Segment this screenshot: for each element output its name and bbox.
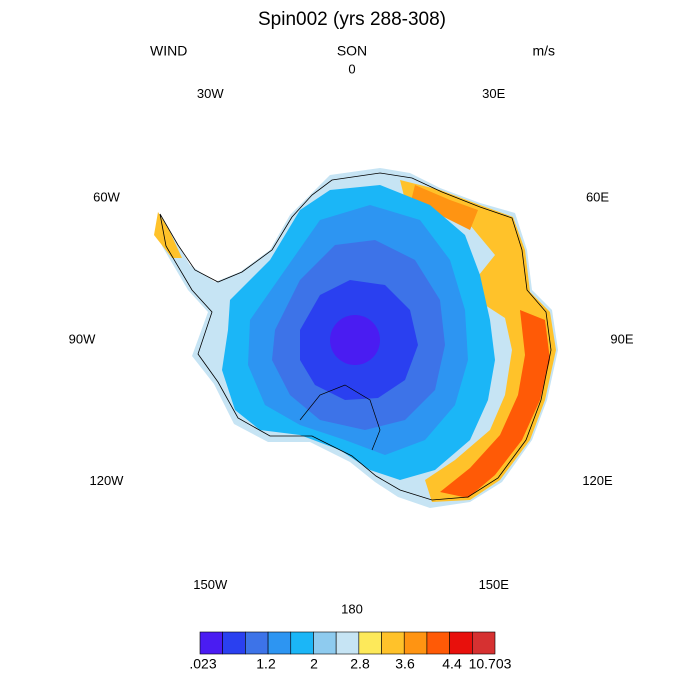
longitude-label: 30E: [482, 86, 505, 101]
field-hot-east: [440, 310, 550, 498]
longitude-labels: 0 30E 60E 90E 120E 150E 180 150W 120W 90W 60W 30W: [69, 61, 634, 616]
colorbar-label: 4.4: [442, 656, 462, 672]
colorbar-box: [472, 631, 496, 655]
longitude-label: 180: [341, 601, 363, 616]
colorbar-label: .023: [189, 656, 216, 672]
longitude-label: 90W: [69, 331, 96, 346]
longitude-label: 150E: [479, 577, 510, 592]
colorbar-box: [426, 631, 450, 655]
antarctica-field: [154, 168, 558, 508]
field-hot-north: [410, 185, 478, 230]
longitude-label: 60W: [93, 190, 120, 205]
variable-label: WIND: [150, 43, 187, 59]
units-label: m/s: [532, 43, 555, 59]
longitude-label: 150W: [193, 577, 228, 592]
colorbar-box: [245, 631, 269, 655]
longitude-label: 0: [348, 61, 355, 76]
colorbar-label: 2.8: [350, 656, 370, 672]
colorbar-box: [222, 631, 246, 655]
longitude-label: 120W: [89, 473, 124, 488]
colorbar-box: [335, 631, 360, 655]
longitude-label: 60E: [586, 190, 609, 205]
ice-shelf-line: [299, 384, 381, 451]
colorbar-label: 1.2: [256, 656, 276, 672]
colorbar-box: [313, 631, 337, 655]
longitude-label: 120E: [582, 473, 613, 488]
colorbar-box: [403, 631, 428, 655]
colorbar-label: 10.703: [469, 656, 512, 672]
field-peninsula-warm: [154, 212, 182, 258]
colorbar-box: [267, 631, 292, 655]
colorbar: .023 1.2 2 2.8 3.6 4.4 10.703: [189, 631, 512, 672]
coastline: [159, 172, 552, 501]
colorbar-box: [358, 631, 382, 655]
colorbar-box: [449, 631, 473, 655]
colorbar-box: [290, 631, 314, 655]
colorbar-box: [381, 631, 405, 655]
season-label: SON: [337, 43, 367, 59]
title: Spin002 (yrs 288-308): [258, 9, 446, 30]
field-pole: [330, 315, 380, 365]
longitude-label: 30W: [197, 86, 224, 101]
colorbar-label: 3.6: [395, 656, 415, 672]
longitude-label: 90E: [610, 331, 633, 346]
colorbar-label: 2: [310, 656, 318, 672]
colorbar-box: [199, 631, 223, 655]
